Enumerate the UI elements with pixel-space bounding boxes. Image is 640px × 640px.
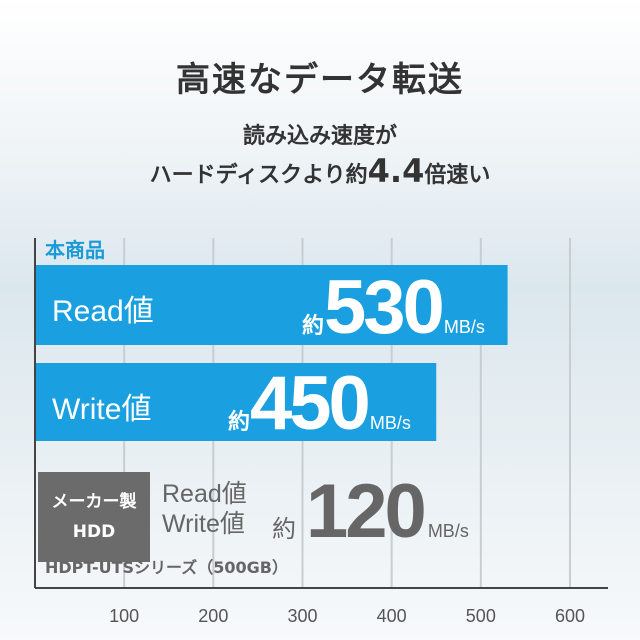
hdd-badge: メーカー製 HDD [38,472,150,562]
hdd-model: HDPT-UTSシリーズ（500GB） [45,558,288,577]
write-prefix: 約 [228,409,251,434]
write-value: 450 [250,361,371,446]
read-value: 530 [324,265,445,350]
x-tick-label: 600 [554,606,586,626]
read-bar-label: Read値 [52,295,154,328]
x-tick-label: 500 [465,606,496,626]
hdd-value: 約 120 MB/s [272,474,469,550]
subtitle-pre: ハードディスクより約 [149,163,368,188]
subtitle-line1: 読み込み速度が [242,124,397,149]
x-tick-label: 200 [198,606,229,626]
write-unit: MB/s [369,413,411,433]
write-bar-value: 約 450 MB/s [228,366,411,442]
x-tick-label: 300 [287,606,318,626]
hdd-badge-line1: メーカー製 [51,492,137,512]
hdd-badge-line2: HDD [72,522,116,542]
hdd-prefix: 約 [272,516,296,543]
hdd-unit: MB/s [427,521,469,541]
subtitle-multiplier: 4.4 [367,152,425,190]
read-bar-value: 約 530 MB/s [302,270,485,346]
hdd-read-label: Read値 [162,480,247,508]
product-label: 本商品 [45,238,105,262]
hdd-number: 120 [306,469,427,554]
hdd-write-label: Write値 [162,510,245,538]
subtitle-post: 倍速い [424,163,491,188]
page-title: 高速なデータ転送 [176,60,464,100]
x-tick-label: 400 [376,606,407,626]
x-tick-label: 100 [109,606,140,626]
bar-write [35,363,437,441]
write-bar-label: Write値 [52,393,152,426]
subtitle-line2: ハードディスクより約4.4倍速い [0,152,640,190]
bar-read [35,265,508,345]
read-prefix: 約 [302,313,325,338]
read-unit: MB/s [443,317,485,337]
